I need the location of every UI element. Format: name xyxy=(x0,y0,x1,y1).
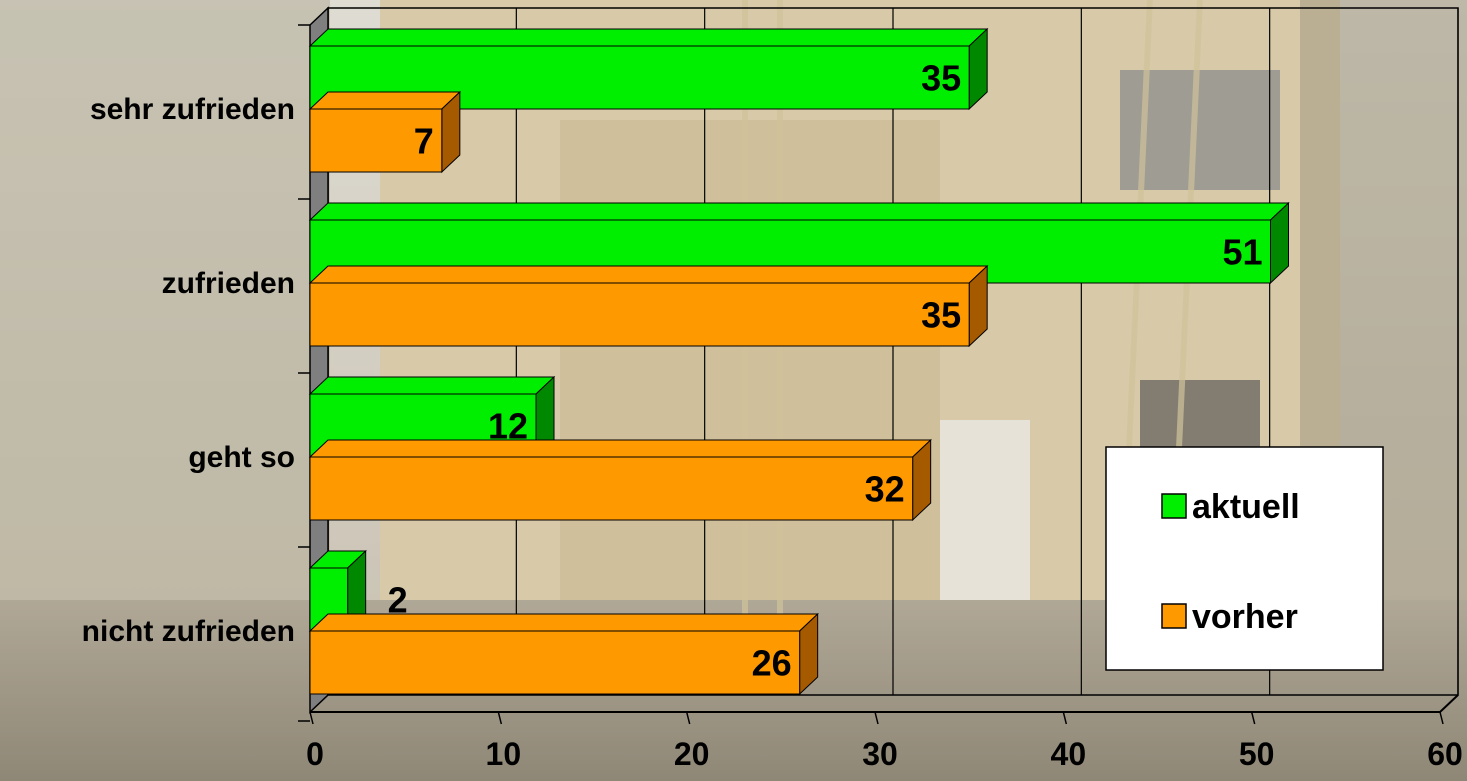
bar-front-face xyxy=(309,630,801,695)
data-label-aktuell-0: 35 xyxy=(921,58,961,99)
x-tick-label-10: 10 xyxy=(486,736,522,772)
legend-swatch-aktuell xyxy=(1161,493,1187,519)
x-tick-label-60: 60 xyxy=(1427,736,1463,772)
bar-top-face xyxy=(308,613,819,632)
legend-box xyxy=(1105,446,1384,671)
bar-front-face xyxy=(309,456,914,521)
bar-front-face xyxy=(309,282,970,347)
data-label-vorher-1: 35 xyxy=(921,295,961,336)
data-label-vorher-3: 26 xyxy=(752,643,792,684)
legend-label-vorher: vorher xyxy=(1192,598,1298,636)
bar-aktuell-3 xyxy=(308,549,367,633)
bar-aktuell-0 xyxy=(308,27,989,111)
bar-top-face xyxy=(308,265,989,284)
chart-bars xyxy=(308,27,1290,696)
x-tick-label-20: 20 xyxy=(674,736,710,772)
category-label-2: geht so xyxy=(188,441,295,474)
category-label-0: sehr zufrieden xyxy=(90,93,295,126)
bar-top-face xyxy=(308,28,989,47)
x-tick-40 xyxy=(1062,711,1068,725)
data-label-vorher-2: 32 xyxy=(865,469,905,510)
bar-front-face xyxy=(309,108,443,173)
bar-vorher-0 xyxy=(308,90,462,174)
data-label-aktuell-1: 51 xyxy=(1222,232,1262,273)
legend-label-aktuell: aktuell xyxy=(1192,488,1300,526)
category-label-3: nicht zufrieden xyxy=(82,615,295,648)
x-tick-0 xyxy=(309,711,314,725)
x-tick-20 xyxy=(685,711,691,725)
bar-vorher-2 xyxy=(308,438,932,522)
x-tick-label-50: 50 xyxy=(1239,736,1275,772)
x-tick-label-30: 30 xyxy=(862,736,898,772)
x-tick-50 xyxy=(1250,711,1256,725)
bar-top-face xyxy=(308,439,932,458)
category-label-1: zufrieden xyxy=(162,267,295,300)
x-tick-30 xyxy=(874,711,879,725)
x-tick-10 xyxy=(497,711,503,725)
x-tick-label-0: 0 xyxy=(306,736,324,772)
data-label-aktuell-3: 2 xyxy=(388,580,408,621)
bar-top-face xyxy=(308,376,556,395)
x-tick-label-40: 40 xyxy=(1051,736,1087,772)
data-label-vorher-0: 7 xyxy=(414,121,434,162)
data-label-aktuell-2: 12 xyxy=(488,406,528,447)
x-tick-60 xyxy=(1439,711,1444,725)
chart-legend: aktuell vorher xyxy=(1105,446,1384,671)
legend-swatch-vorher xyxy=(1161,603,1187,629)
bar-vorher-3 xyxy=(308,612,819,696)
bar-vorher-1 xyxy=(308,264,989,348)
chart-labels: 35 7 sehr zufrieden 51 35 zufrieden 12 32 geht s… xyxy=(82,58,1463,773)
bar-top-face xyxy=(308,202,1290,221)
bar-top-face xyxy=(308,91,462,110)
x-axis-end xyxy=(1439,694,1459,713)
